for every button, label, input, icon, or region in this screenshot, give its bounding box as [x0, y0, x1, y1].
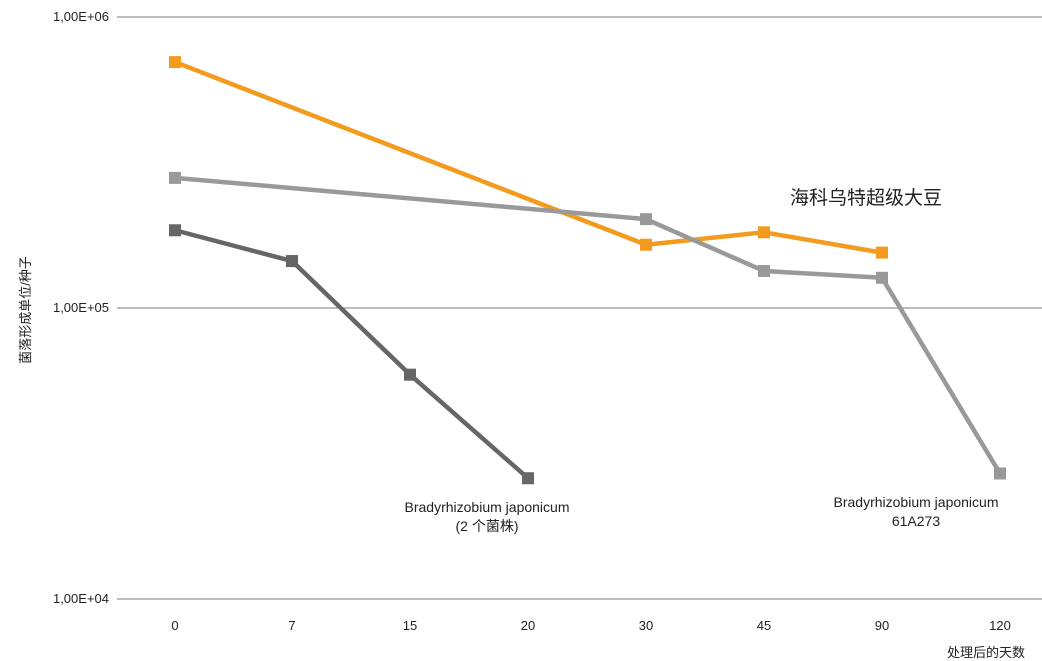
series-line [174, 228, 530, 480]
x-tick-label: 20 [521, 618, 535, 633]
data-point-marker [640, 213, 652, 226]
x-tick-label: 7 [288, 618, 295, 633]
data-point-marker [169, 171, 181, 184]
x-tick-label: 30 [639, 618, 653, 633]
series-1 [169, 171, 1006, 480]
y-tick-label: 1,00E+06 [53, 9, 109, 24]
y-tick-label: 1,00E+04 [53, 591, 109, 606]
x-tick-label: 45 [757, 618, 771, 633]
annotation-dark-series-line1: Bradyrhizobium japonicum [405, 499, 570, 515]
data-point-marker [169, 224, 181, 237]
x-tick-label: 90 [875, 618, 889, 633]
series-line [174, 59, 883, 255]
data-point-marker [169, 56, 181, 69]
gridlines [117, 16, 1042, 600]
y-axis-title: 菌落形成单位/种子 [18, 256, 33, 364]
data-point-marker [994, 467, 1006, 480]
y-tick-labels: 1,00E+04 1,00E+05 1,00E+06 [53, 9, 109, 606]
data-point-marker [522, 472, 534, 485]
annotation-light-series-line1: Bradyrhizobium japonicum [834, 494, 999, 510]
data-point-marker [286, 255, 298, 268]
series-lines [169, 56, 1006, 485]
x-axis-title: 处理后的天数 [947, 645, 1025, 660]
data-point-marker [758, 226, 770, 239]
x-tick-label: 15 [403, 618, 417, 633]
x-tick-labels: 0 7 15 20 30 45 90 120 [171, 618, 1010, 633]
x-tick-label: 120 [989, 618, 1011, 633]
x-tick-label: 0 [171, 618, 178, 633]
series-2 [169, 224, 534, 485]
data-point-marker [876, 246, 888, 259]
annotation-dark-series-line2: (2 个菌株) [456, 518, 519, 534]
annotation-light-series-line2: 61A273 [892, 513, 940, 529]
data-point-marker [876, 271, 888, 284]
y-tick-label: 1,00E+05 [53, 300, 109, 315]
data-point-marker [640, 238, 652, 251]
series-0 [169, 56, 888, 259]
data-point-marker [404, 368, 416, 381]
data-point-marker [758, 265, 770, 278]
annotation-haikewute: 海科乌特超级大豆 [790, 187, 942, 209]
